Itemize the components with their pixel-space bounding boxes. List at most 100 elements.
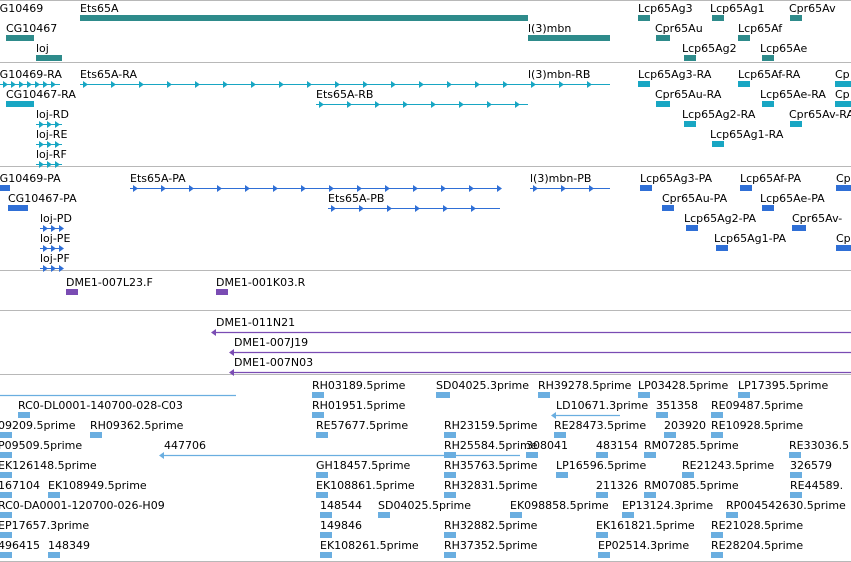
- est-feature[interactable]: LP03428.5prime: [638, 379, 729, 398]
- bac-feature[interactable]: DME1-007L23.F: [66, 276, 153, 295]
- est-feature[interactable]: RH37352.5prime: [444, 539, 538, 558]
- transcript-feature[interactable]: CG10467-RA: [6, 88, 76, 107]
- transcript-feature[interactable]: CG10469-RA: [0, 68, 62, 88]
- protein-feature[interactable]: l(3)mbn-PB: [530, 172, 610, 192]
- gene-feature[interactable]: Lcp65Ae: [760, 42, 807, 61]
- protein-feature[interactable]: Lcp65Af-PA: [740, 172, 801, 191]
- protein-feature[interactable]: Lcp65Ag2-PA: [684, 212, 757, 231]
- gene-feature[interactable]: Lcp65Ag1: [710, 2, 765, 21]
- est-feature[interactable]: RM07085.5prime: [644, 479, 739, 498]
- est-feature[interactable]: RC0-DA0001-120700-026-H09: [0, 499, 165, 518]
- est-feature[interactable]: RH32882.5prime: [444, 519, 538, 538]
- transcript-feature[interactable]: Cpr65Au-RA: [655, 88, 722, 107]
- est-feature[interactable]: 483154: [596, 439, 638, 458]
- est-feature[interactable]: RE28473.5prime: [554, 419, 646, 438]
- protein-feature[interactable]: Lcp65Ae-PA: [760, 192, 825, 211]
- est-feature[interactable]: RE10928.5prime: [711, 419, 803, 438]
- est-feature[interactable]: RH35763.5prime: [444, 459, 538, 478]
- protein-feature[interactable]: loj-PD: [40, 212, 72, 232]
- gene-feature[interactable]: CG10469: [0, 2, 43, 15]
- est-feature[interactable]: EK161821.5prime: [596, 519, 695, 538]
- transcript-feature[interactable]: Cp: [835, 68, 851, 87]
- bac-feature[interactable]: DME1-001K03.R: [216, 276, 306, 295]
- est-feature[interactable]: 148349: [48, 539, 90, 558]
- est-feature[interactable]: 148544: [320, 499, 362, 518]
- est-feature[interactable]: RH03189.5prime: [312, 379, 406, 398]
- est-feature[interactable]: EK108949.5prime: [48, 479, 147, 498]
- est-feature[interactable]: RE33036.5: [789, 439, 849, 458]
- est-feature[interactable]: LD10671.3prime: [551, 399, 648, 419]
- est-feature[interactable]: RE28204.5prime: [711, 539, 803, 558]
- transcript-feature[interactable]: Ets65A-RB: [316, 88, 528, 108]
- bac-feature[interactable]: DME1-011N21: [211, 316, 851, 336]
- gene-feature[interactable]: CG10467: [6, 22, 57, 41]
- transcript-feature[interactable]: Cp: [835, 88, 851, 107]
- protein-feature[interactable]: CG10467-PA: [8, 192, 77, 211]
- est-feature[interactable]: 308041: [526, 439, 568, 458]
- bac-feature[interactable]: DME1-007N03: [229, 356, 851, 376]
- est-feature[interactable]: RH09362.5prime: [90, 419, 184, 438]
- protein-feature[interactable]: Ets65A-PA: [130, 172, 502, 192]
- est-feature[interactable]: 351358: [656, 399, 698, 418]
- est-feature[interactable]: EP02514.3prime: [598, 539, 689, 558]
- protein-feature[interactable]: Ets65A-PB: [328, 192, 500, 212]
- gene-feature[interactable]: Lcp65Ag2: [682, 42, 737, 61]
- protein-feature[interactable]: loj-PE: [40, 232, 70, 252]
- est-feature[interactable]: SD04025.5prime: [378, 499, 471, 518]
- est-feature[interactable]: [0, 392, 236, 399]
- transcript-feature[interactable]: Lcp65Ag3-RA: [638, 68, 712, 87]
- transcript-feature[interactable]: l(3)mbn-RB: [528, 68, 610, 88]
- bac-feature[interactable]: DME1-007J19: [229, 336, 851, 356]
- transcript-feature[interactable]: loj-RF: [36, 148, 67, 168]
- protein-feature[interactable]: Cp: [836, 232, 851, 251]
- est-feature[interactable]: 496415: [0, 539, 40, 558]
- est-feature[interactable]: EK126148.5prime: [0, 459, 97, 478]
- transcript-feature[interactable]: loj-RD: [36, 108, 69, 128]
- transcript-feature[interactable]: Lcp65Ae-RA: [760, 88, 826, 107]
- est-feature[interactable]: EK098858.5prime: [510, 499, 609, 518]
- gene-feature[interactable]: Cpr65Av: [789, 2, 836, 21]
- transcript-feature[interactable]: Lcp65Af-RA: [738, 68, 801, 87]
- est-feature[interactable]: EK108261.5prime: [320, 539, 419, 558]
- est-feature[interactable]: LP17395.5prime: [738, 379, 829, 398]
- est-feature[interactable]: P09509.5prime: [0, 439, 82, 458]
- est-feature[interactable]: EP13124.3prime: [622, 499, 713, 518]
- est-feature[interactable]: RH01951.5prime: [312, 399, 406, 418]
- est-feature[interactable]: RE44589.: [790, 479, 843, 498]
- est-feature[interactable]: RE21243.5prime: [682, 459, 774, 478]
- est-feature[interactable]: 09209.5prime: [0, 419, 76, 438]
- est-feature[interactable]: RE09487.5prime: [711, 399, 803, 418]
- est-feature[interactable]: 211326: [596, 479, 638, 498]
- est-feature[interactable]: RM07285.5prime: [644, 439, 739, 458]
- protein-feature[interactable]: Lcp65Ag1-PA: [714, 232, 787, 251]
- protein-feature[interactable]: loj-PF: [40, 252, 70, 272]
- est-feature[interactable]: EK108861.5prime: [316, 479, 415, 498]
- est-feature[interactable]: SD04025.3prime: [436, 379, 529, 398]
- protein-feature[interactable]: Lcp65Ag3-PA: [640, 172, 713, 191]
- est-feature[interactable]: RH32831.5prime: [444, 479, 538, 498]
- protein-feature[interactable]: Cp: [836, 172, 851, 191]
- gene-feature[interactable]: Lcp65Ag3: [638, 2, 693, 21]
- gene-feature[interactable]: Cpr65Au: [655, 22, 703, 41]
- transcript-feature[interactable]: Cpr65Av-RA: [789, 108, 851, 127]
- transcript-feature[interactable]: Ets65A-RA: [80, 68, 528, 88]
- est-feature[interactable]: RH23159.5prime: [444, 419, 538, 438]
- gene-feature[interactable]: Lcp65Af: [738, 22, 783, 41]
- est-feature[interactable]: 203920: [664, 419, 706, 438]
- est-feature[interactable]: 326579: [790, 459, 832, 478]
- gene-feature[interactable]: Ets65A: [80, 2, 528, 21]
- gene-feature[interactable]: l(3)mbn: [528, 22, 610, 41]
- est-feature[interactable]: RH39278.5prime: [538, 379, 632, 398]
- protein-feature[interactable]: Cpr65Au-PA: [662, 192, 728, 211]
- est-feature[interactable]: GH18457.5prime: [316, 459, 411, 478]
- gene-feature[interactable]: loj: [36, 42, 62, 61]
- protein-feature[interactable]: CG10469-PA: [0, 172, 61, 191]
- est-feature[interactable]: EP17657.3prime: [0, 519, 89, 538]
- protein-feature[interactable]: Cpr65Av-: [792, 212, 842, 231]
- est-feature[interactable]: RC0-DL0001-140700-028-C03: [18, 399, 183, 418]
- est-feature[interactable]: RP004542630.5prime: [726, 499, 846, 518]
- est-feature[interactable]: RE21028.5prime: [711, 519, 803, 538]
- transcript-feature[interactable]: Lcp65Ag2-RA: [682, 108, 756, 127]
- est-feature[interactable]: 447706: [159, 439, 520, 459]
- est-feature[interactable]: 149846: [320, 519, 362, 538]
